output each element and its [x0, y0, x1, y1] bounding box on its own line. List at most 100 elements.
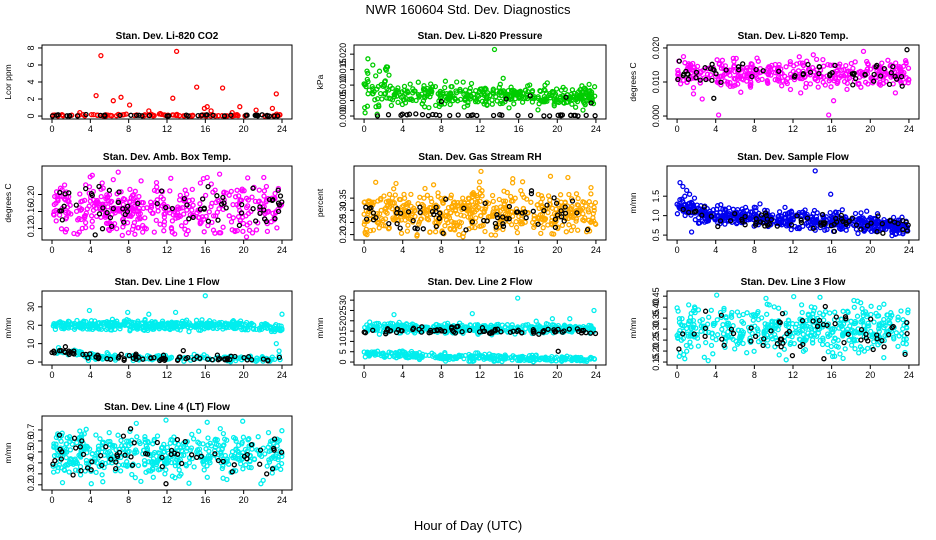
data-point — [825, 349, 831, 355]
data-point — [273, 340, 279, 347]
data-point — [709, 330, 715, 336]
data-point — [223, 205, 229, 211]
data-point — [542, 96, 548, 102]
data-point — [774, 223, 780, 229]
data-point — [822, 308, 829, 315]
data-point — [144, 205, 150, 211]
data-point — [488, 232, 494, 238]
data-point — [437, 88, 443, 95]
data-point — [107, 214, 114, 221]
data-point — [544, 202, 550, 208]
data-point — [780, 78, 786, 84]
x-tick-label: 4 — [88, 245, 93, 255]
data-point — [905, 65, 912, 71]
x-tick-label: 12 — [162, 370, 172, 380]
y-axis-label: Lcor ppm — [3, 64, 13, 99]
data-point — [389, 97, 396, 103]
data-point — [109, 223, 115, 230]
panel-title: Stan. Dev. Gas Stream RH — [418, 152, 541, 163]
data-point — [76, 229, 82, 235]
data-point — [246, 227, 253, 233]
data-point — [54, 193, 60, 200]
data-point — [546, 113, 553, 119]
data-point — [858, 337, 864, 343]
data-point — [274, 225, 280, 231]
data-point — [699, 212, 705, 218]
data-point — [682, 212, 688, 219]
data-point — [855, 230, 861, 237]
y-axis-label: percent — [315, 188, 325, 217]
data-point — [730, 206, 736, 212]
data-point — [890, 63, 896, 70]
x-tick-label: 16 — [514, 370, 524, 380]
data-point — [173, 48, 180, 55]
x-tick-label: 0 — [49, 245, 54, 255]
x-tick-label: 0 — [675, 245, 680, 255]
data-point — [110, 98, 116, 104]
data-point — [125, 230, 132, 236]
y-tick-label: 0.010 — [651, 71, 661, 94]
data-point — [853, 222, 860, 228]
data-point — [755, 77, 762, 83]
data-point — [398, 112, 404, 118]
data-point — [189, 186, 195, 193]
data-point — [818, 222, 824, 228]
data-point — [568, 209, 574, 215]
x-tick-label: 8 — [126, 124, 131, 134]
x-tick-label: 0 — [675, 124, 680, 134]
data-point — [420, 226, 426, 232]
data-point — [234, 187, 240, 193]
data-point — [52, 193, 58, 200]
data-point — [136, 225, 142, 231]
data-point — [386, 72, 392, 78]
data-point — [729, 309, 735, 316]
data-point — [722, 221, 728, 227]
data-point — [104, 195, 110, 201]
data-point — [473, 215, 479, 221]
data-point — [732, 76, 738, 82]
panel-title: Stan. Dev. Li-820 Temp. — [738, 31, 849, 42]
data-point — [500, 221, 506, 227]
data-point — [758, 315, 765, 321]
data-point — [140, 222, 146, 229]
figure-title: NWR 160604 Std. Dev. Diagnostics — [366, 2, 571, 17]
data-point — [374, 113, 381, 119]
data-point — [506, 216, 512, 222]
data-point — [136, 193, 142, 200]
data-point — [130, 198, 137, 204]
data-point — [820, 63, 827, 69]
data-point — [895, 314, 901, 320]
data-point — [417, 209, 423, 216]
data-point — [170, 212, 176, 218]
data-point — [379, 96, 385, 102]
data-point — [62, 344, 69, 350]
data-point — [798, 219, 805, 226]
data-point — [469, 219, 476, 225]
x-tick-label: 0 — [362, 124, 367, 134]
x-tick-label: 24 — [277, 124, 287, 134]
data-point — [243, 112, 249, 118]
data-point — [717, 73, 723, 80]
data-point — [497, 112, 503, 118]
data-point — [691, 195, 698, 201]
data-point — [256, 187, 262, 193]
data-point — [898, 67, 904, 74]
data-point — [716, 61, 723, 67]
data-point — [219, 85, 226, 91]
data-point — [732, 82, 738, 88]
data-point — [261, 207, 267, 213]
panel-title: Stan. Dev. Amb. Box Temp. — [103, 152, 231, 163]
data-point — [404, 228, 411, 234]
data-point — [503, 96, 509, 102]
data-point — [190, 214, 196, 221]
data-point — [584, 226, 591, 233]
data-point — [799, 309, 805, 316]
data-point — [844, 86, 850, 93]
data-point — [788, 226, 794, 233]
data-point — [842, 346, 848, 352]
data-point — [212, 230, 218, 236]
data-point — [457, 88, 464, 94]
data-point — [154, 188, 160, 194]
data-point — [452, 202, 458, 208]
data-point — [881, 344, 887, 350]
